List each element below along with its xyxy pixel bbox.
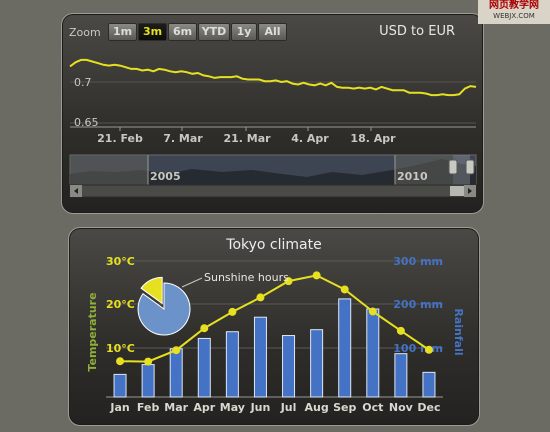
pie-slice xyxy=(140,276,163,305)
usd-eur-line xyxy=(69,58,477,97)
temp-tick-label: 20°C xyxy=(106,298,135,311)
zoom-label: Zoom xyxy=(69,26,101,39)
stock-chart-title: USD to EUR xyxy=(379,24,455,39)
x-tick-label: 21. Mar xyxy=(223,132,271,145)
rainfall-bar xyxy=(366,308,380,398)
pie-slice xyxy=(137,282,191,336)
temperature-point xyxy=(256,293,265,302)
rainfall-bar xyxy=(422,371,436,398)
temperature-point xyxy=(368,307,377,316)
rain-tick-label: 100 mm xyxy=(393,342,443,355)
stock-chart-panel: Zoom 1m 3m 6m YTD 1y All USD to EUR 0.7 … xyxy=(61,13,484,214)
navigator-year-label: 2005 xyxy=(150,170,181,183)
sunshine-pie xyxy=(137,276,191,336)
month-label: Feb xyxy=(137,401,160,414)
navigator-year-label: 2010 xyxy=(397,170,428,183)
y-tick-label: 0.65 xyxy=(74,116,99,129)
arrow-right-icon xyxy=(468,188,472,194)
climate-chart-title: Tokyo climate xyxy=(226,237,322,253)
zoom-ytd-button[interactable]: YTD xyxy=(198,23,230,41)
temperature-point xyxy=(116,357,125,366)
stock-line-chart: 0.7 0.65 21. Feb 7. Mar 21. Mar 4. Apr 1… xyxy=(69,58,477,198)
rainfall-bar xyxy=(169,348,183,398)
month-label: May xyxy=(220,401,245,414)
temperature-point xyxy=(144,357,153,366)
rainfall-axis-title: Rainfall xyxy=(452,308,465,355)
month-label: Jul xyxy=(280,401,297,414)
pie-label-connector xyxy=(181,277,203,288)
temperature-point xyxy=(396,326,405,335)
temperature-point xyxy=(228,307,237,316)
month-label: Dec xyxy=(417,401,440,414)
month-label: Oct xyxy=(362,401,383,414)
zoom-1y-button[interactable]: 1y xyxy=(231,23,257,41)
zoom-6m-button[interactable]: 6m xyxy=(168,23,197,41)
rainfall-bar xyxy=(253,316,267,398)
rainfall-bars xyxy=(113,298,436,398)
y-tick-label: 0.7 xyxy=(74,76,92,89)
month-label: Apr xyxy=(193,401,215,414)
temperature-point xyxy=(340,285,349,294)
month-label: Nov xyxy=(389,401,414,414)
rainfall-bar xyxy=(338,298,352,398)
site-watermark: 网页教学网 WEBJX.COM xyxy=(478,0,550,24)
temp-tick-label: 30°C xyxy=(106,255,135,268)
temperature-points xyxy=(116,271,433,366)
zoom-1m-button[interactable]: 1m xyxy=(108,23,137,41)
month-labels: Jan Feb Mar Apr May Jun Jul Aug Sep Oct Nov Dec xyxy=(109,401,440,414)
temperature-line xyxy=(119,274,430,363)
navigator-handle-left[interactable] xyxy=(448,159,458,175)
rainfall-bar xyxy=(197,337,211,398)
rainfall-bar xyxy=(282,335,296,398)
navigator-mask-right xyxy=(395,155,453,185)
rainfall-bar xyxy=(225,331,239,398)
navigator-series xyxy=(70,159,476,185)
scrollbar-track[interactable] xyxy=(69,184,477,198)
temperature-point xyxy=(172,346,181,355)
zoom-3m-button[interactable]: 3m xyxy=(138,23,167,41)
arrow-left-icon xyxy=(74,188,78,194)
x-tick-label: 4. Apr xyxy=(291,132,329,145)
temperature-axis-title: Temperature xyxy=(86,292,99,371)
month-label: Jan xyxy=(109,401,129,414)
x-tick-label: 18. Apr xyxy=(350,132,396,145)
rainfall-bar xyxy=(310,329,324,398)
zoom-all-button[interactable]: All xyxy=(258,23,287,41)
rain-tick-label: 200 mm xyxy=(393,298,443,311)
rainfall-bar xyxy=(113,373,127,398)
x-tick-label: 21. Feb xyxy=(97,132,143,145)
temperature-point xyxy=(424,345,433,354)
temp-tick-label: 10°C xyxy=(106,342,135,355)
month-label: Aug xyxy=(305,401,329,414)
temperature-point xyxy=(284,277,293,286)
scrollbar-thumb[interactable] xyxy=(450,186,464,196)
rainfall-bar xyxy=(394,353,408,398)
x-tick-label: 7. Mar xyxy=(163,132,203,145)
rainfall-bar xyxy=(141,364,155,398)
navigator-mask-left xyxy=(70,155,148,185)
pie-label: Sunshine hours xyxy=(204,271,289,284)
month-label: Mar xyxy=(164,401,188,414)
month-label: Jun xyxy=(250,401,271,414)
climate-chart-panel: Tokyo climate 30°C 20°C 10°C 300 mm 200 … xyxy=(68,227,480,426)
month-label: Sep xyxy=(333,401,356,414)
temperature-point xyxy=(200,324,209,333)
rain-tick-label: 300 mm xyxy=(393,255,443,268)
climate-combo-chart: 30°C 20°C 10°C 300 mm 200 mm 100 mm Temp… xyxy=(86,255,465,414)
navigator-handle-right[interactable] xyxy=(465,159,475,175)
temperature-point xyxy=(312,271,321,280)
